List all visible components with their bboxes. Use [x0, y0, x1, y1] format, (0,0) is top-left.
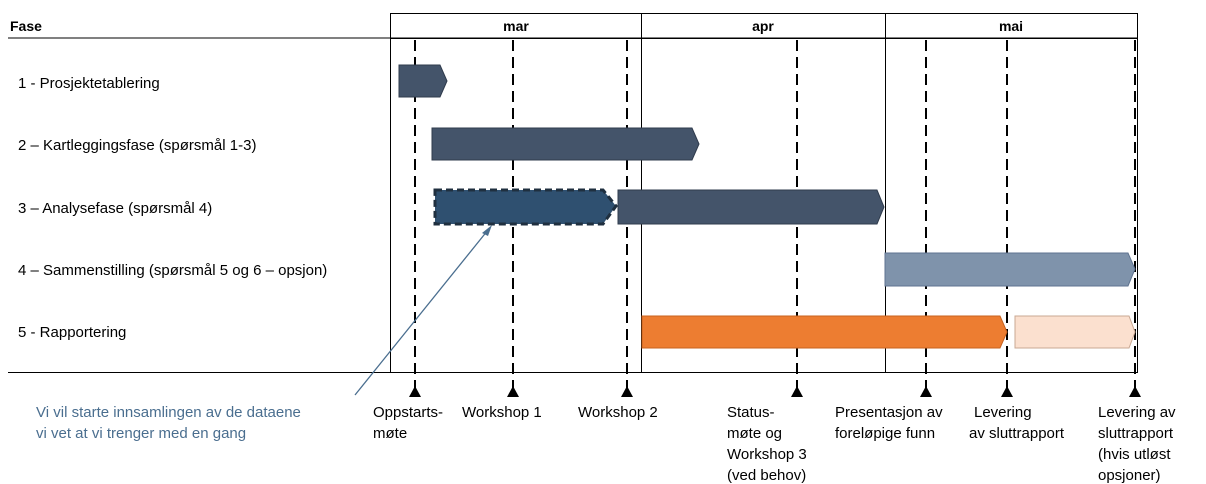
month-label-mar: mar [503, 18, 529, 34]
annotation-line-2: vi vet at vi trenger med en gang [36, 425, 246, 442]
label-levering-line1: Levering [974, 404, 1032, 421]
label-levering-opsjon-line2: sluttrapport [1098, 425, 1174, 442]
bar-rapportering-opsjon [1014, 315, 1136, 349]
label-workshop2: Workshop 2 [578, 404, 658, 421]
bar-kartlegging [431, 127, 700, 161]
label-presentasjon-line2: foreløpige funn [835, 425, 935, 442]
milestone-marker-presentasjon [920, 386, 932, 397]
label-levering-line2: av sluttrapport [969, 425, 1065, 442]
month-label-mai: mai [999, 18, 1023, 34]
milestone-marker-workshop2 [621, 386, 633, 397]
label-workshop1: Workshop 1 [462, 404, 542, 421]
label-status-line3: Workshop 3 [727, 446, 807, 463]
label-levering-opsjon-line3: (hvis utløst [1098, 446, 1171, 463]
phase-column-header: Fase [10, 18, 42, 34]
label-oppstart-line1: Oppstarts- [373, 404, 443, 421]
milestone-labels: Oppstarts- møte Workshop 1 Workshop 2 St… [373, 404, 1176, 484]
label-status-line1: Status- [727, 404, 775, 421]
bar-analyse [617, 189, 885, 225]
phase-label-4: 4 – Sammenstilling (spørsmål 5 og 6 – op… [18, 262, 327, 279]
label-status-line2: møte og [727, 425, 782, 442]
milestone-marker-levering-opsjon [1129, 386, 1141, 397]
bars [398, 64, 1136, 349]
label-oppstart-line2: møte [373, 425, 407, 442]
milestone-marker-workshop1 [507, 386, 519, 397]
annotation-arrowhead [482, 225, 492, 236]
milestone-marker-oppstart [409, 386, 421, 397]
phase-labels: 1 - Prosjektetablering 2 – Kartleggingsf… [18, 75, 327, 341]
annotation-line-1: Vi vil starte innsamlingen av de dataene [36, 404, 301, 421]
phase-label-2: 2 – Kartleggingsfase (spørsmål 1-3) [18, 137, 256, 154]
label-presentasjon-line1: Presentasjon av [835, 404, 943, 421]
annotation-connector [354, 229, 489, 396]
label-levering-opsjon-line4: opsjoner) [1098, 467, 1161, 484]
phase-label-1: 1 - Prosjektetablering [18, 75, 160, 92]
bar-prosjektetablering [398, 64, 448, 98]
phase-label-3: 3 – Analysefase (spørsmål 4) [18, 200, 212, 217]
milestone-marker-levering [1001, 386, 1013, 397]
label-levering-opsjon-line1: Levering av [1098, 404, 1176, 421]
bar-rapportering-main [641, 315, 1008, 349]
bar-analyse-early-dashed [433, 188, 618, 226]
milestone-marker-status [791, 386, 803, 397]
milestone-markers [409, 386, 1141, 397]
month-header-box [390, 13, 1138, 39]
phase-label-5: 5 - Rapportering [18, 324, 126, 341]
label-status-line4: (ved behov) [727, 467, 806, 484]
annotation: Vi vil starte innsamlingen av de dataene… [36, 404, 301, 442]
month-label-apr: apr [752, 18, 774, 34]
bar-sammenstilling [884, 252, 1136, 287]
header-row: Fase mar apr mai [8, 13, 1138, 39]
